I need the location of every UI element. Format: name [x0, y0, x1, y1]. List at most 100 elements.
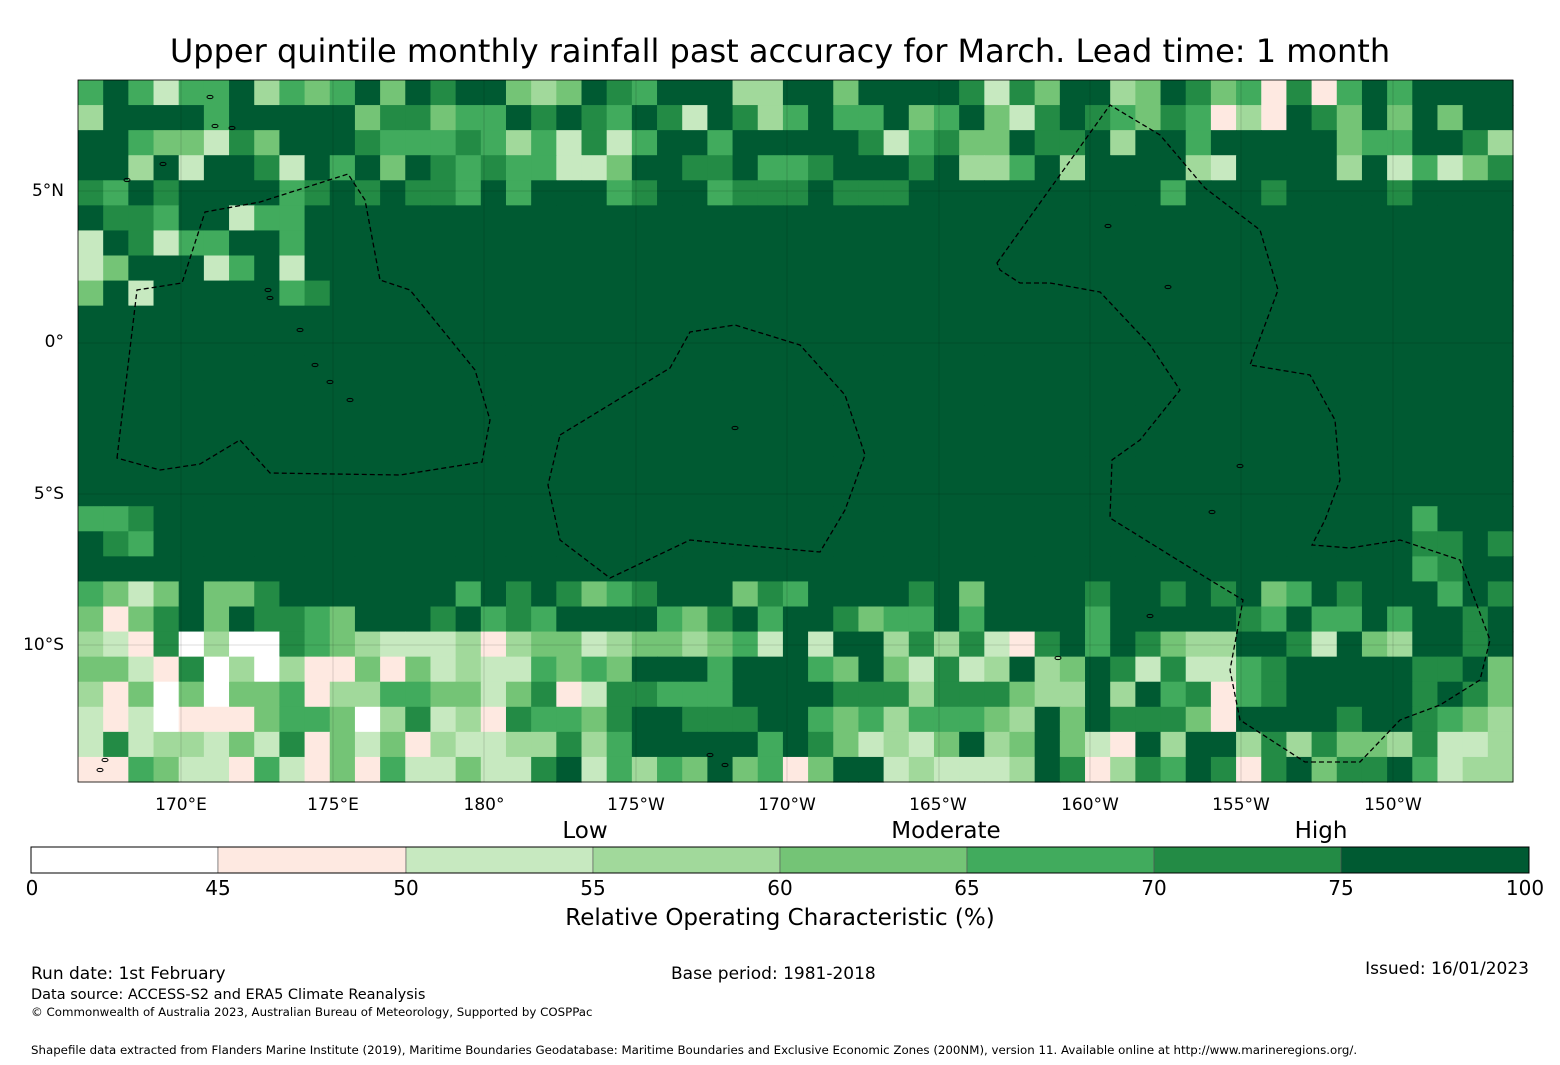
- roc-cell: [354, 230, 381, 257]
- roc-cell: [78, 506, 104, 532]
- roc-cell: [153, 706, 180, 733]
- roc-cell: [833, 706, 860, 733]
- roc-cell: [757, 155, 784, 181]
- roc-cell: [1261, 706, 1288, 733]
- roc-cell: [808, 731, 834, 758]
- roc-cell: [1009, 531, 1036, 557]
- roc-cell: [1009, 130, 1036, 156]
- roc-cell: [128, 155, 155, 181]
- roc-cell: [304, 656, 331, 683]
- roc-cell: [959, 581, 985, 608]
- roc-cell: [1085, 581, 1111, 608]
- roc-cell: [1387, 631, 1413, 658]
- roc-cell: [808, 506, 834, 532]
- roc-cell: [657, 380, 683, 407]
- roc-cell: [78, 606, 104, 633]
- roc-cell: [1210, 706, 1237, 733]
- roc-cell: [833, 355, 860, 382]
- base-period: Base period: 1981-2018: [671, 964, 876, 984]
- roc-cell: [1160, 556, 1187, 583]
- roc-cell: [1034, 656, 1061, 683]
- roc-cell: [1261, 355, 1288, 382]
- roc-cell: [1210, 155, 1237, 181]
- roc-cell: [959, 180, 985, 206]
- roc-cell: [581, 230, 608, 257]
- roc-cell: [657, 80, 683, 106]
- roc-cell: [984, 280, 1011, 307]
- roc-cell: [858, 355, 885, 382]
- roc-cell: [78, 155, 104, 181]
- roc-cell: [933, 506, 960, 532]
- roc-cell: [229, 581, 255, 608]
- roc-cell: [1261, 155, 1288, 181]
- roc-cell: [1487, 155, 1514, 181]
- roc-cell: [631, 305, 658, 332]
- roc-cell: [380, 130, 406, 156]
- roc-cell: [153, 481, 180, 507]
- roc-cell: [581, 80, 608, 106]
- roc-cell: [304, 330, 331, 357]
- roc-cell: [1059, 330, 1086, 357]
- roc-cell: [1135, 606, 1162, 633]
- roc-cell: [229, 506, 255, 532]
- roc-cell: [254, 706, 281, 733]
- roc-cell: [1361, 330, 1388, 357]
- roc-cell: [782, 481, 809, 507]
- roc-cell: [581, 706, 608, 733]
- roc-cell: [254, 280, 281, 307]
- roc-cell: [380, 456, 406, 482]
- roc-cell: [128, 431, 155, 457]
- roc-cell: [883, 80, 910, 106]
- roc-cell: [455, 556, 482, 583]
- roc-cell: [1135, 631, 1162, 658]
- roc-cell: [984, 330, 1011, 357]
- roc-cell: [1286, 405, 1313, 432]
- roc-cell: [480, 756, 507, 783]
- roc-cell: [1085, 355, 1111, 382]
- roc-cell: [858, 556, 885, 583]
- roc-cell: [1286, 355, 1313, 382]
- roc-cell: [1210, 556, 1237, 583]
- roc-cell: [732, 656, 759, 683]
- roc-cell: [581, 105, 608, 131]
- roc-cell: [405, 180, 432, 206]
- roc-cell: [430, 305, 457, 332]
- roc-cell: [732, 380, 759, 407]
- roc-cell: [606, 481, 633, 507]
- roc-cell: [1059, 230, 1086, 257]
- roc-cell: [430, 155, 457, 181]
- roc-cell: [1034, 506, 1061, 532]
- roc-cell: [103, 355, 129, 382]
- roc-cell: [354, 706, 381, 733]
- roc-cell: [1336, 155, 1363, 181]
- roc-cell: [1336, 431, 1363, 457]
- roc-cell: [329, 80, 356, 106]
- roc-cell: [1336, 330, 1363, 357]
- roc-cell: [229, 80, 255, 106]
- roc-cell: [556, 105, 583, 131]
- roc-cell: [984, 205, 1011, 232]
- roc-cell: [782, 80, 809, 106]
- roc-cell: [757, 330, 784, 357]
- roc-cell: [1412, 706, 1439, 733]
- roc-cell: [153, 631, 180, 658]
- roc-cell: [933, 531, 960, 557]
- roc-cell: [1009, 330, 1036, 357]
- roc-cell: [203, 130, 230, 156]
- roc-cell: [1009, 105, 1036, 131]
- roc-cell: [1059, 681, 1086, 708]
- roc-cell: [380, 606, 406, 633]
- roc-cell: [304, 631, 331, 658]
- roc-cell: [178, 756, 205, 783]
- roc-cell: [354, 205, 381, 232]
- roc-cell: [304, 205, 331, 232]
- roc-cell: [531, 155, 557, 181]
- roc-cell: [1387, 456, 1413, 482]
- roc-cell: [1185, 606, 1212, 633]
- roc-cell: [606, 456, 633, 482]
- roc-cell: [1034, 606, 1061, 633]
- eez-boundary-kiribati-gilbert: [116, 173, 491, 476]
- roc-cell: [833, 255, 860, 282]
- roc-cell: [430, 105, 457, 131]
- roc-cell: [1135, 405, 1162, 432]
